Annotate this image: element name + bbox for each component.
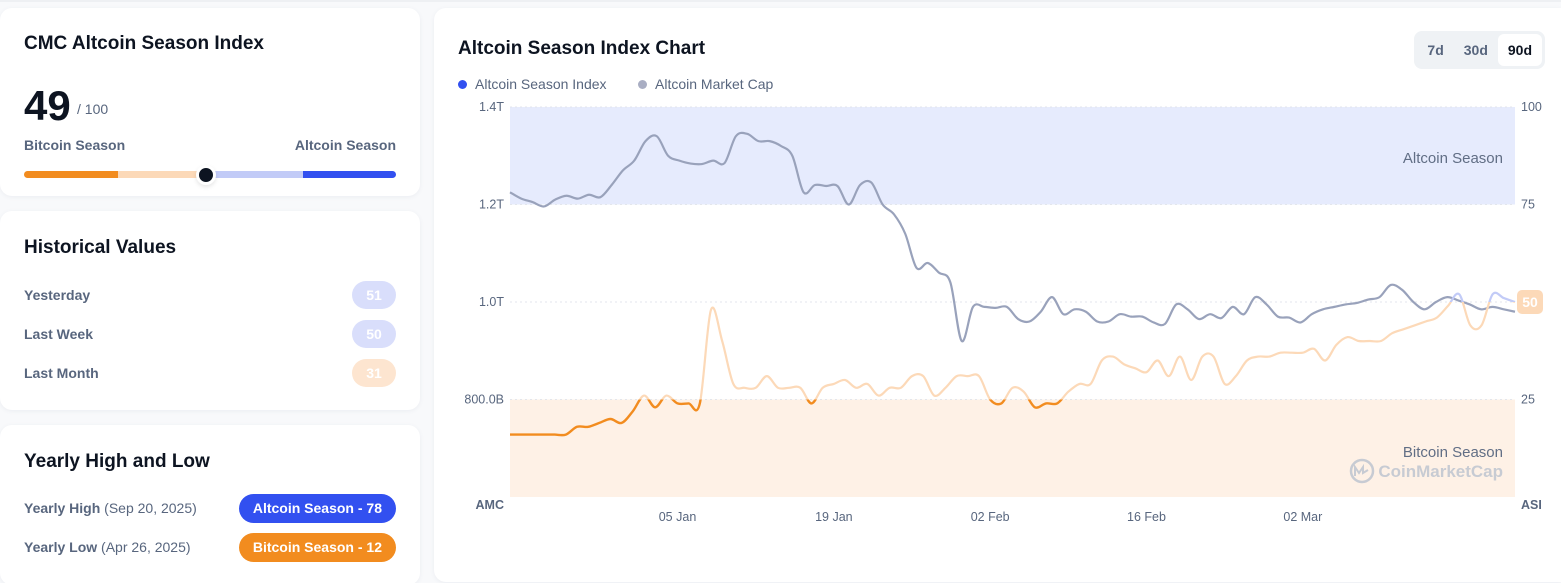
x-axis-tick-label: 02 Feb bbox=[971, 510, 1010, 524]
yearly-high-low-card: Yearly High and Low Yearly High (Sep 20,… bbox=[0, 425, 420, 583]
asi-line-neutral-segment bbox=[638, 302, 1515, 400]
time-range-toggle: 7d 30d 90d bbox=[1414, 31, 1545, 69]
coinmarketcap-watermark-text: CoinMarketCap bbox=[1378, 462, 1503, 481]
x-axis-tick-label: 19 Jan bbox=[815, 510, 853, 524]
yearly-high-date: (Sep 20, 2025) bbox=[104, 500, 197, 516]
left-axis-tick-label: 800.0B bbox=[464, 393, 504, 407]
coinmarketcap-logo-mark-icon bbox=[1354, 463, 1369, 476]
left-axis-tick-label: 1.0T bbox=[479, 295, 504, 309]
yearly-high-label: Yearly High (Sep 20, 2025) bbox=[24, 500, 197, 516]
range-button-7d[interactable]: 7d bbox=[1427, 42, 1444, 58]
chart-canvas: Altcoin Season Bitcoin Season 100 75 50 25 1.4… bbox=[464, 100, 1543, 524]
range-button-90d[interactable]: 90d bbox=[1497, 34, 1542, 66]
index-max-label: / 100 bbox=[77, 101, 109, 117]
gauge-bitcoin-strong-segment bbox=[24, 171, 118, 178]
yearly-high-label-text: Yearly High bbox=[24, 500, 101, 516]
legend-label: Altcoin Season Index bbox=[475, 76, 607, 92]
bitcoin-season-label: Bitcoin Season bbox=[24, 137, 126, 153]
x-axis-tick-label: 16 Feb bbox=[1127, 510, 1166, 524]
left-axis-title: AMC bbox=[476, 498, 504, 512]
history-label: Last Month bbox=[24, 365, 99, 381]
altcoin-season-label: Altcoin Season bbox=[294, 137, 396, 153]
history-value-badge: 51 bbox=[352, 281, 396, 309]
history-row-last-week: Last Week 50 bbox=[24, 320, 396, 348]
historical-values-title: Historical Values bbox=[24, 237, 177, 258]
bitcoin-season-zone bbox=[510, 399, 1515, 497]
yearly-high-low-title: Yearly High and Low bbox=[24, 451, 210, 472]
history-row-last-month: Last Month 31 bbox=[24, 359, 396, 387]
right-axis-tick-label: 100 bbox=[1521, 100, 1542, 114]
gauge-indicator-knob bbox=[196, 165, 217, 185]
current-value-badge bbox=[1517, 290, 1543, 314]
current-value-text: 50 bbox=[1522, 294, 1538, 310]
yearly-low-date: (Apr 26, 2025) bbox=[101, 539, 191, 555]
gauge-altcoin-strong-segment bbox=[303, 171, 396, 178]
x-axis-tick-label: 05 Jan bbox=[659, 510, 697, 524]
index-card-title: CMC Altcoin Season Index bbox=[24, 33, 264, 54]
legend-dot-icon bbox=[638, 79, 647, 89]
altcoin-market-cap-line bbox=[509, 131, 1516, 343]
legend-dot-icon bbox=[458, 79, 467, 89]
right-axis-title: ASI bbox=[1521, 498, 1542, 512]
history-label: Yesterday bbox=[24, 287, 91, 303]
gauge-bitcoin-light-segment bbox=[118, 171, 198, 178]
history-value-badge: 31 bbox=[352, 359, 396, 387]
legend-label: Altcoin Market Cap bbox=[655, 76, 774, 92]
left-axis-tick-label: 1.4T bbox=[479, 100, 504, 114]
chart-title: Altcoin Season Index Chart bbox=[458, 38, 706, 59]
altcoin-season-index-card: CMC Altcoin Season Index 49 / 100 Bitcoi… bbox=[0, 8, 420, 196]
gauge-altcoin-light-segment bbox=[214, 171, 303, 178]
bitcoin-season-zone-label: Bitcoin Season bbox=[1403, 444, 1503, 461]
history-row-yesterday: Yesterday 51 bbox=[24, 281, 396, 309]
yearly-high-row: Yearly High (Sep 20, 2025) Altcoin Seaso… bbox=[24, 494, 396, 523]
history-label: Last Week bbox=[24, 326, 93, 342]
right-axis-tick-label: 75 bbox=[1521, 198, 1535, 212]
coinmarketcap-watermark: CoinMarketCap bbox=[1349, 458, 1503, 484]
index-value: 49 bbox=[24, 82, 71, 129]
history-value-badge: 50 bbox=[352, 320, 396, 348]
yearly-low-label: Yearly Low (Apr 26, 2025) bbox=[24, 539, 191, 555]
coinmarketcap-logo-icon bbox=[1349, 458, 1375, 484]
yearly-high-badge: Altcoin Season - 78 bbox=[238, 494, 396, 523]
yearly-low-row: Yearly Low (Apr 26, 2025) Bitcoin Season… bbox=[24, 533, 396, 562]
legend-item-altcoin-market-cap[interactable]: Altcoin Market Cap bbox=[638, 76, 773, 92]
left-axis-tick-label: 1.2T bbox=[479, 198, 504, 212]
x-axis-tick-label: 02 Mar bbox=[1283, 510, 1322, 524]
legend-item-altcoin-season-index[interactable]: Altcoin Season Index bbox=[458, 76, 607, 92]
range-button-30d[interactable]: 30d bbox=[1463, 42, 1488, 58]
yearly-low-badge: Bitcoin Season - 12 bbox=[238, 533, 396, 562]
altcoin-season-zone bbox=[510, 107, 1515, 205]
yearly-low-label-text: Yearly Low bbox=[24, 539, 98, 555]
asi-line-bitcoin-segment bbox=[510, 399, 1064, 437]
altcoin-season-zone-label: Altcoin Season bbox=[1403, 150, 1503, 167]
right-axis-tick-label: 25 bbox=[1521, 393, 1535, 407]
altcoin-season-chart-card: Altcoin Season Bitcoin Season 100 75 50 25 1.4… bbox=[434, 8, 1561, 582]
historical-values-card: Historical Values Yesterday 51 Last Week… bbox=[0, 211, 420, 410]
